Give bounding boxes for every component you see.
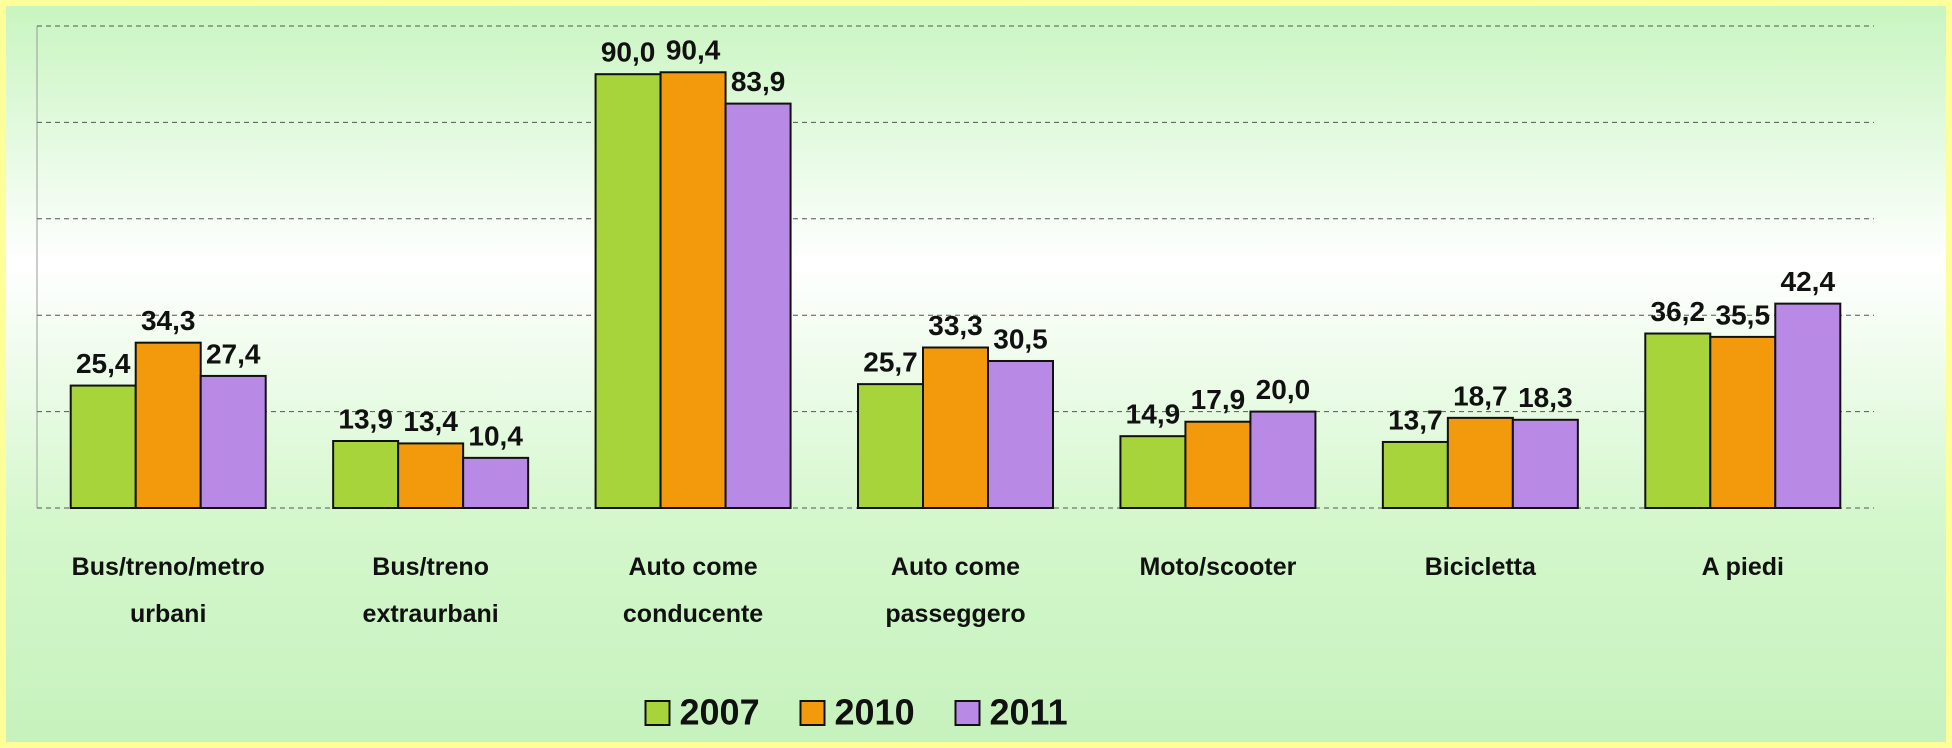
bar <box>69 384 137 509</box>
x-tick-label: Bus/treno extraurbani <box>362 553 499 628</box>
bar <box>1446 416 1514 509</box>
bar <box>397 442 465 509</box>
data-label: 36,2 <box>1651 296 1706 327</box>
data-label: 13,7 <box>1388 404 1443 435</box>
data-label: 33,3 <box>928 310 983 341</box>
data-label: 25,4 <box>76 348 131 379</box>
data-label: 10,4 <box>468 420 523 451</box>
data-label: 17,9 <box>1191 384 1246 415</box>
data-label: 90,0 <box>601 37 656 68</box>
data-label: 25,7 <box>863 347 918 378</box>
data-label: 42,4 <box>1781 266 1836 297</box>
bar <box>1709 335 1777 510</box>
bar <box>659 71 727 509</box>
legend-label: 2010 <box>835 692 915 733</box>
data-label: 27,4 <box>206 338 261 369</box>
data-label: 13,9 <box>338 403 393 434</box>
data-label: 14,9 <box>1126 399 1181 430</box>
data-label: 13,4 <box>403 406 458 437</box>
bar <box>594 73 662 509</box>
x-tick-label: A piedi <box>1701 553 1784 581</box>
data-label: 30,5 <box>993 323 1048 354</box>
data-label: 34,3 <box>141 305 196 336</box>
bar <box>922 346 989 509</box>
legend-swatch <box>644 700 671 726</box>
bar <box>199 374 267 509</box>
x-tick-label: Bicicletta <box>1424 553 1536 581</box>
bar <box>1644 332 1712 509</box>
x-tick-label: Bus/treno/metro urbani <box>71 553 265 628</box>
bar <box>1184 420 1252 509</box>
x-tick-label: Auto come conducente <box>622 553 764 628</box>
legend-label: 2007 <box>680 692 760 733</box>
bar <box>724 102 792 510</box>
legend-label: 2011 <box>990 692 1068 733</box>
legend-swatch <box>954 700 981 726</box>
data-label: 83,9 <box>731 66 786 97</box>
bar <box>462 456 530 510</box>
data-label: 90,4 <box>666 35 721 66</box>
bar <box>332 440 400 510</box>
data-label: 18,3 <box>1518 382 1573 413</box>
bar <box>857 383 924 510</box>
legend-swatch <box>799 700 826 726</box>
bar <box>1381 440 1449 509</box>
data-label: 35,5 <box>1716 299 1771 330</box>
bar <box>1119 435 1187 510</box>
bar <box>134 341 202 510</box>
bar <box>1249 410 1317 510</box>
bar <box>1774 302 1842 509</box>
x-tick-label: Auto come passeggero <box>885 553 1026 628</box>
data-label: 18,7 <box>1453 380 1508 411</box>
data-label: 20,0 <box>1256 374 1311 405</box>
bar <box>1511 418 1579 510</box>
bar <box>987 359 1054 509</box>
x-tick-label: Moto/scooter <box>1139 553 1297 581</box>
